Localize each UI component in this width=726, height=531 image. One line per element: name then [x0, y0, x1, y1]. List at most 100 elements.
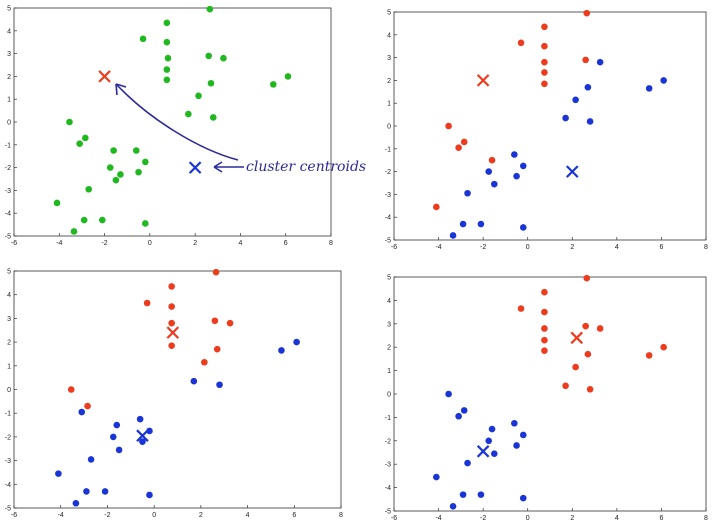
- x-tick-label: 2: [193, 240, 197, 247]
- y-tick-label: 5: [387, 10, 391, 17]
- data-point: [78, 408, 86, 416]
- y-tick-label: 2: [7, 340, 11, 347]
- data-point: [488, 425, 496, 433]
- centroid-marker: [476, 445, 490, 458]
- data-point: [485, 437, 493, 445]
- x-tick-label: -4: [435, 244, 441, 251]
- data-point: [488, 156, 496, 164]
- centroid-marker: [570, 331, 584, 345]
- x-tick-label: 6: [284, 240, 288, 247]
- data-point: [459, 491, 467, 498]
- data-point: [139, 438, 146, 445]
- data-point: [490, 180, 498, 188]
- x-tick-label: 0: [526, 244, 530, 251]
- data-point: [109, 433, 117, 441]
- centroid-marker: [476, 74, 490, 87]
- data-point: [164, 54, 172, 62]
- data-point: [541, 308, 548, 316]
- y-tick-label: 1: [387, 368, 391, 375]
- data-point: [209, 114, 217, 121]
- data-point: [485, 168, 493, 175]
- data-point: [163, 76, 171, 84]
- data-point: [216, 381, 223, 389]
- y-tick-label: 0: [387, 392, 391, 399]
- y-tick-label: 5: [387, 275, 391, 282]
- y-tick-label: 3: [7, 51, 11, 58]
- data-point: [562, 382, 569, 390]
- data-point: [146, 491, 153, 499]
- x-tick-label: -4: [435, 515, 441, 522]
- data-point: [99, 216, 106, 224]
- y-tick-label: 3: [387, 321, 391, 328]
- data-point: [53, 199, 61, 207]
- data-point: [115, 446, 123, 454]
- data-point: [459, 220, 467, 228]
- y-tick-label: -5: [385, 509, 391, 516]
- x-tick-label: 4: [246, 512, 250, 519]
- data-point: [541, 23, 548, 31]
- data-point: [132, 147, 140, 154]
- annotation: cluster centroids: [115, 83, 366, 175]
- y-tick-label: 0: [7, 120, 11, 127]
- annotation-label: cluster centroids: [246, 159, 366, 175]
- y-tick-label: -2: [385, 438, 391, 445]
- data-point: [586, 386, 594, 393]
- y-tick-label: -3: [5, 458, 11, 465]
- data-point: [582, 56, 589, 64]
- data-point: [67, 386, 75, 393]
- x-tick-label: 8: [339, 512, 343, 519]
- y-tick-label: 2: [387, 345, 391, 352]
- data-point: [293, 338, 300, 346]
- data-point: [66, 118, 73, 126]
- y-tick-label: 1: [7, 97, 11, 104]
- data-point: [517, 39, 525, 47]
- x-tick-label: -4: [58, 512, 64, 519]
- x-tick-label: 8: [704, 244, 708, 251]
- data-point: [583, 9, 591, 17]
- data-point: [146, 427, 153, 435]
- data-point: [168, 303, 175, 310]
- data-point: [455, 412, 462, 420]
- data-point: [490, 450, 498, 457]
- data-point: [211, 317, 219, 325]
- data-point: [433, 473, 440, 481]
- data-point: [445, 122, 452, 130]
- x-tick-label: 2: [199, 512, 203, 519]
- data-point: [112, 176, 120, 184]
- centroid-marker: [98, 70, 111, 83]
- data-point: [460, 138, 468, 146]
- y-tick-label: 2: [387, 78, 391, 85]
- y-tick-label: -4: [5, 482, 11, 489]
- data-point: [449, 232, 457, 239]
- annotation-pointer: [213, 161, 244, 173]
- data-point: [284, 73, 292, 80]
- data-point: [163, 38, 171, 46]
- axes-frame: [393, 276, 707, 512]
- data-point: [541, 325, 548, 332]
- y-tick-label: -3: [5, 188, 11, 195]
- y-tick-label: -5: [5, 506, 11, 513]
- y-tick-label: -2: [5, 165, 11, 172]
- data-point: [101, 488, 109, 495]
- data-point: [519, 162, 527, 170]
- data-point: [278, 347, 285, 354]
- data-point: [455, 144, 462, 151]
- y-tick-label: -1: [5, 142, 11, 149]
- y-tick-label: -4: [5, 211, 11, 218]
- data-point: [464, 459, 471, 467]
- data-point: [85, 185, 93, 193]
- data-point: [117, 171, 124, 178]
- centroid-marker: [566, 165, 579, 178]
- y-tick-label: 4: [7, 28, 11, 35]
- data-point: [572, 363, 579, 371]
- y-tick-label: 2: [7, 74, 11, 81]
- x-tick-label: 4: [238, 240, 242, 247]
- data-point: [110, 147, 117, 154]
- x-tick-label: 2: [570, 515, 574, 522]
- data-point: [645, 352, 653, 359]
- annotation-arrowhead: [115, 83, 127, 96]
- data-point: [185, 110, 192, 118]
- data-point: [84, 402, 91, 410]
- y-tick-label: 0: [387, 124, 391, 131]
